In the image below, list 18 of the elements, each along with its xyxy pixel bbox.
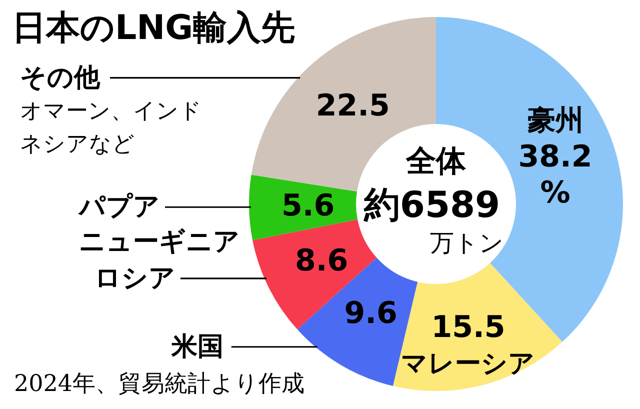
- text: 約6589: [362, 185, 500, 226]
- slice-label: その他: [20, 62, 101, 93]
- slice-label: 米国: [170, 332, 224, 362]
- slice-label: マレーシア: [401, 348, 536, 379]
- text: オマーン、インドネシアなど: [20, 98, 202, 157]
- data-label: 15.5: [431, 310, 506, 345]
- slice-label: ロシア: [94, 263, 176, 294]
- text: 2024年、貿易統計より作成: [14, 371, 305, 397]
- slice-label: パプアニューギニア: [77, 192, 240, 258]
- text: 万トン: [430, 229, 504, 257]
- data-label: 9.6: [344, 296, 398, 332]
- text: 全体: [405, 144, 467, 179]
- data-label: 5.6: [281, 188, 335, 224]
- data-label: 22.5: [316, 88, 390, 124]
- chart-title: 日本のLNG輸入先: [12, 8, 296, 48]
- data-label: 38.2%: [518, 140, 592, 211]
- slice-label: 豪州: [527, 104, 584, 137]
- data-label: 8.6: [295, 243, 348, 278]
